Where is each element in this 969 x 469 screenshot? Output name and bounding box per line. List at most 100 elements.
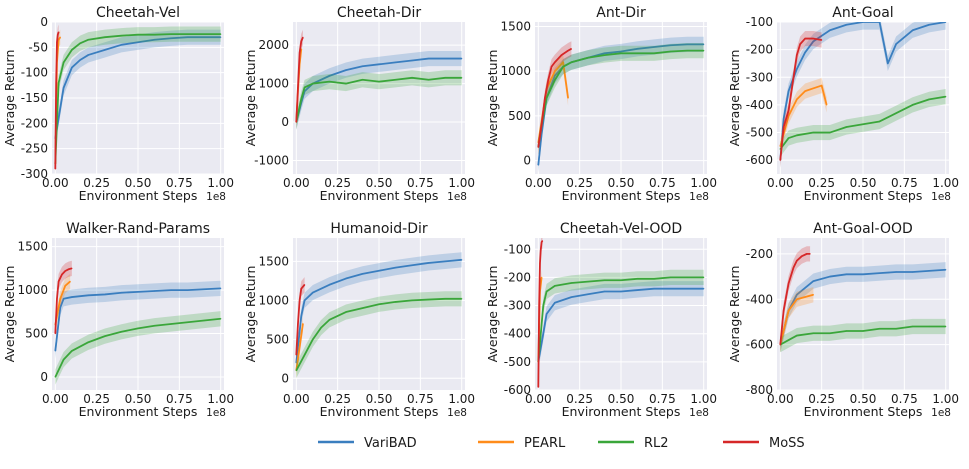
y-tick-label: -400 — [746, 98, 773, 112]
x-tick-label: 1.00 — [448, 176, 475, 190]
data-point-varibad — [345, 277, 347, 280]
data-point-varibad — [54, 350, 56, 352]
chart-title: Cheetah-Vel — [96, 5, 180, 21]
x-tick-label: 0.00 — [525, 392, 552, 406]
x-tick-label: 0.00 — [283, 392, 310, 406]
data-point-varibad — [845, 24, 848, 26]
x-tick-label: 0.00 — [767, 176, 794, 190]
y-axis-label: Average Return — [243, 50, 258, 147]
y-tick-label: 1000 — [258, 77, 289, 91]
data-point-pearl — [59, 36, 61, 38]
data-point-moss — [570, 48, 572, 50]
chart-title: Ant-Goal-OOD — [813, 221, 913, 237]
data-point-moss — [541, 240, 544, 242]
x-tick-label: 0.00 — [42, 392, 69, 406]
data-point-rl2 — [79, 42, 81, 44]
x-tick-label: 0.25 — [324, 392, 351, 406]
data-point-rl2 — [554, 79, 556, 81]
data-point-moss — [554, 61, 556, 63]
y-tick-label: 1000 — [258, 293, 289, 307]
data-point-rl2 — [170, 33, 172, 35]
data-point-rl2 — [653, 52, 655, 54]
data-point-varibad — [653, 288, 655, 290]
data-point-rl2 — [570, 61, 572, 63]
x-tick-label: 0.25 — [566, 392, 593, 406]
data-point-rl2 — [670, 50, 672, 53]
data-point-rl2 — [62, 61, 65, 64]
data-point-varibad — [887, 62, 889, 65]
x-tick-label: 1.00 — [690, 392, 717, 406]
data-point-rl2 — [542, 304, 544, 307]
series-band-rl2 — [296, 291, 462, 379]
y-tick-label: 1500 — [17, 240, 48, 254]
data-point-varibad — [537, 164, 539, 166]
x-axis-multiplier: 1e8 — [931, 191, 951, 203]
data-point-varibad — [812, 40, 814, 42]
y-tick-label: -200 — [21, 116, 48, 130]
y-tick-label: -600 — [746, 338, 773, 352]
x-tick-label: 0.00 — [42, 176, 69, 190]
data-point-varibad — [104, 293, 106, 296]
series-band-varibad — [55, 29, 221, 147]
x-axis-multiplier: 1e8 — [206, 191, 226, 203]
data-point-varibad — [928, 270, 930, 272]
data-point-varibad — [328, 284, 330, 286]
subplot-ant-goal-ood: 0.00 0.25 0.50 0.75 1.00 -800 -600 -400 -200 Ant-… — [727, 221, 959, 419]
y-tick-label: -100 — [746, 15, 773, 29]
data-point-rl2 — [428, 79, 430, 81]
series-line-rl2 — [54, 317, 221, 378]
data-point-moss — [56, 298, 58, 300]
series-line-rl2 — [537, 49, 704, 148]
data-point-varibad — [912, 29, 914, 31]
x-tick-label: 0.25 — [83, 176, 110, 190]
data-point-rl2 — [570, 282, 572, 284]
data-point-rl2 — [87, 39, 89, 41]
data-point-moss — [297, 323, 299, 325]
data-point-moss — [303, 284, 306, 286]
x-tick-label: 0.75 — [891, 392, 918, 406]
x-tick-label: 0.50 — [125, 392, 152, 406]
data-point-varibad — [845, 273, 848, 275]
y-axis-label: Average Return — [2, 50, 17, 147]
data-point-varibad — [87, 294, 89, 296]
data-point-varibad — [444, 260, 446, 262]
data-point-rl2 — [945, 96, 947, 98]
data-point-varibad — [153, 290, 156, 292]
data-point-rl2 — [71, 49, 73, 51]
data-point-varibad — [686, 43, 688, 45]
data-point-rl2 — [87, 341, 89, 343]
x-tick-label: 0.00 — [283, 176, 310, 190]
data-point-varibad — [120, 292, 123, 294]
data-point-varibad — [170, 289, 172, 291]
data-point-rl2 — [58, 82, 60, 84]
data-point-moss — [58, 280, 60, 283]
data-point-moss — [550, 66, 553, 68]
data-point-varibad — [361, 65, 364, 67]
data-point-rl2 — [796, 334, 798, 337]
data-point-rl2 — [328, 81, 330, 83]
data-point-rl2 — [54, 376, 56, 378]
data-point-rl2 — [812, 131, 814, 134]
data-point-pearl — [59, 298, 61, 300]
x-tick-label: 0.25 — [566, 176, 593, 190]
y-tick-label: -150 — [21, 91, 48, 105]
data-point-moss — [567, 50, 569, 52]
data-point-varibad — [378, 63, 380, 65]
data-point-moss — [804, 37, 806, 40]
data-point-pearl — [69, 280, 71, 283]
subplot-ant-goal: 0.00 0.25 0.50 0.75 1.00 -600 -500 -400 -300 -200… — [727, 5, 959, 203]
data-point-varibad — [411, 264, 413, 266]
x-tick-label: 0.25 — [324, 176, 351, 190]
chart-title: Cheetah-Dir — [337, 5, 422, 21]
x-axis-label: Environment Steps — [320, 188, 439, 203]
data-point-rl2 — [220, 318, 222, 320]
data-point-moss — [779, 344, 781, 346]
data-point-moss — [539, 262, 541, 264]
data-point-rl2 — [620, 279, 622, 281]
data-point-varibad — [670, 288, 672, 290]
y-tick-label: -600 — [746, 153, 773, 167]
data-point-moss — [57, 34, 59, 36]
data-point-rl2 — [587, 57, 589, 59]
series-line-varibad — [779, 268, 946, 345]
